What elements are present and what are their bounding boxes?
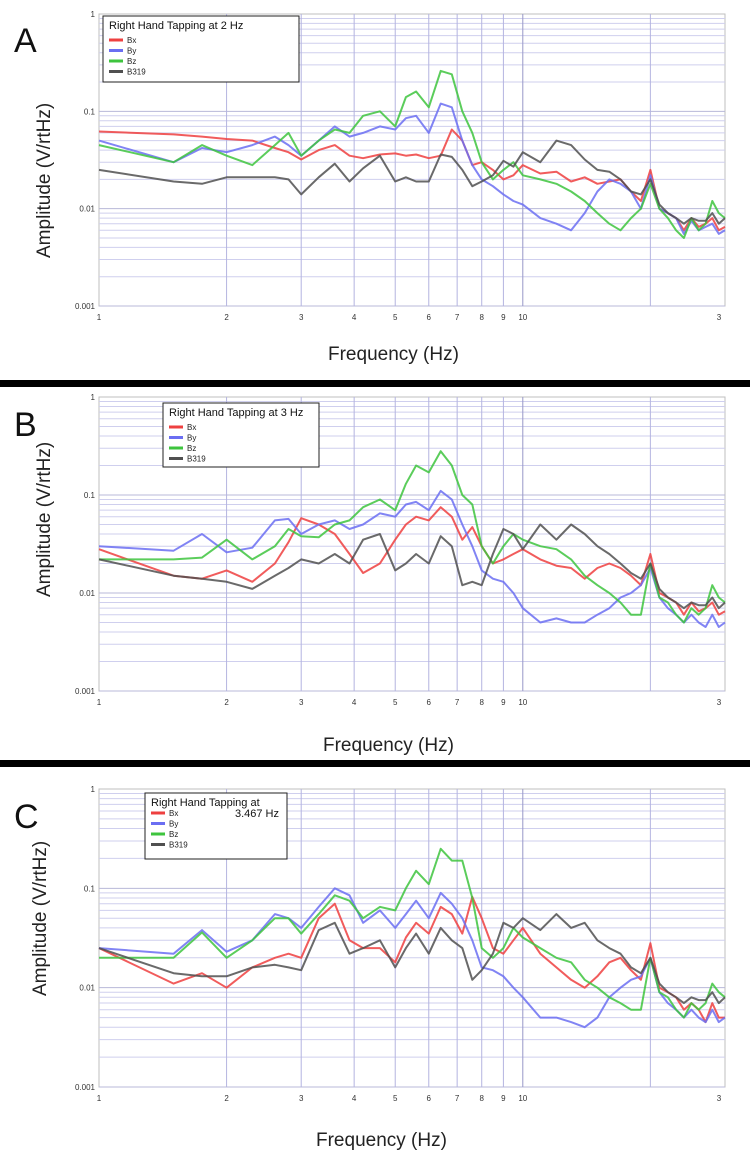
x-tick-label: 2 xyxy=(224,698,229,707)
x-tick-label: 9 xyxy=(501,698,506,707)
legend-label: By xyxy=(127,47,136,56)
series-line-b319 xyxy=(98,523,726,610)
y-tick-label: 0.001 xyxy=(75,687,96,696)
legend-label: Bz xyxy=(169,830,178,839)
panel-divider xyxy=(0,380,750,387)
y-axis-label: Amplitude (V/rtHz) xyxy=(30,840,51,996)
x-tick-label: 8 xyxy=(480,313,485,322)
x-axis-label: Frequency (Hz) xyxy=(316,1130,447,1151)
x-tick-label: 9 xyxy=(501,313,506,322)
series-line-b319 xyxy=(98,913,726,1005)
series-line-b319 xyxy=(98,139,726,225)
y-tick-label: 0.01 xyxy=(79,984,95,993)
panel-a: A Amplitude (V/rtHz) 0.001 0.01 0.1 1 1 2 3 4 5 6… xyxy=(0,0,750,380)
x-tick-label: 6 xyxy=(427,698,432,707)
x-tick-label: 6 xyxy=(427,313,432,322)
y-tick-label: 0.001 xyxy=(75,302,96,311)
x-tick-label: 7 xyxy=(455,1094,460,1103)
y-tick-label: 1 xyxy=(91,10,96,19)
legend-box xyxy=(102,15,300,83)
chart-b: 0.001 0.01 0.1 1 1 2 3 4 5 6 7 8 9 10 3 Right Hand Tapp… xyxy=(75,393,726,707)
y-tick-label: 0.001 xyxy=(75,1083,96,1092)
panel-c: C Amplitude (V/rtHz) 0.001 0.01 0.1 1 1 2 3 4 5 6… xyxy=(0,767,750,1167)
x-tick-label: 5 xyxy=(393,313,398,322)
series-line-by xyxy=(98,887,726,1029)
y-tick-label: 1 xyxy=(91,785,96,794)
y-tick-label: 0.1 xyxy=(84,107,96,116)
y-tick-label: 1 xyxy=(91,393,96,402)
y-tick-label: 0.1 xyxy=(84,884,96,893)
legend-title: Right Hand Tapping at 3 Hz xyxy=(169,407,303,419)
x-tick-label: 10 xyxy=(518,313,527,322)
y-axis-label: Amplitude (V/rtHz) xyxy=(34,441,55,597)
legend-label: Bz xyxy=(127,57,136,66)
x-tick-label: 8 xyxy=(480,1094,485,1103)
legend-box xyxy=(144,792,288,860)
x-tick-label: 4 xyxy=(352,1094,357,1103)
x-axis-label: Frequency (Hz) xyxy=(323,735,454,756)
x-tick-label: 3 xyxy=(299,313,304,322)
x-tick-label: 4 xyxy=(352,313,357,322)
series-line-bz xyxy=(99,450,726,624)
x-tick-label: 10 xyxy=(518,698,527,707)
series-line-bz xyxy=(99,847,726,1019)
chart-a: 0.001 0.01 0.1 1 1 2 3 4 5 6 7 8 9 10 3 Right Hand Tapp… xyxy=(75,10,726,322)
legend-label: By xyxy=(169,820,178,829)
legend-label: Bx xyxy=(169,809,178,818)
legend-title: 3.467 Hz xyxy=(235,808,279,820)
x-tick-label: 6 xyxy=(427,1094,432,1103)
y-tick-label: 0.01 xyxy=(79,589,95,598)
x-tick-label: 3 xyxy=(299,698,304,707)
x-tick-label: 7 xyxy=(455,313,460,322)
legend-label: B319 xyxy=(187,455,206,464)
legend-label: Bx xyxy=(127,36,136,45)
x-axis-label: Frequency (Hz) xyxy=(328,344,459,365)
y-tick-label: 0.1 xyxy=(84,491,96,500)
x-tick-label: 4 xyxy=(352,698,357,707)
legend-label: By xyxy=(187,434,196,443)
y-tick-label: 0.01 xyxy=(79,205,95,214)
legend-title: Right Hand Tapping at 2 Hz xyxy=(109,20,243,32)
x-tick-label: 10 xyxy=(518,1094,527,1103)
panel-letter: B xyxy=(14,406,37,444)
x-tick-label: 3 xyxy=(717,698,722,707)
panel-letter: C xyxy=(14,798,39,836)
x-tick-label: 9 xyxy=(501,1094,506,1103)
x-tick-label: 1 xyxy=(97,698,102,707)
chart-c: 0.001 0.01 0.1 1 1 2 3 4 5 6 7 8 9 10 3 Right Hand Tapp… xyxy=(75,785,726,1103)
panel-b: B Amplitude (V/rtHz) 0.001 0.01 0.1 1 1 2 3 4 5 6… xyxy=(0,387,750,759)
x-tick-label: 5 xyxy=(393,698,398,707)
x-tick-label: 1 xyxy=(97,1094,102,1103)
x-tick-label: 1 xyxy=(97,313,102,322)
x-tick-label: 3 xyxy=(717,1094,722,1103)
x-tick-label: 2 xyxy=(224,1094,229,1103)
legend-label: B319 xyxy=(169,841,188,850)
legend-box xyxy=(162,402,320,468)
x-tick-label: 2 xyxy=(224,313,229,322)
panel-letter: A xyxy=(14,22,37,60)
x-tick-label: 8 xyxy=(480,698,485,707)
legend-label: Bz xyxy=(187,444,196,453)
x-tick-label: 3 xyxy=(299,1094,304,1103)
legend-label: Bx xyxy=(187,423,196,432)
x-tick-label: 7 xyxy=(455,698,460,707)
legend-title: Right Hand Tapping at xyxy=(151,797,260,809)
panel-divider xyxy=(0,760,750,767)
x-tick-label: 5 xyxy=(393,1094,398,1103)
legend-label: B319 xyxy=(127,68,146,77)
series-line-by xyxy=(98,489,726,628)
x-tick-label: 3 xyxy=(717,313,722,322)
series-line-bz xyxy=(98,69,726,239)
y-axis-label: Amplitude (V/rtHz) xyxy=(34,102,55,258)
